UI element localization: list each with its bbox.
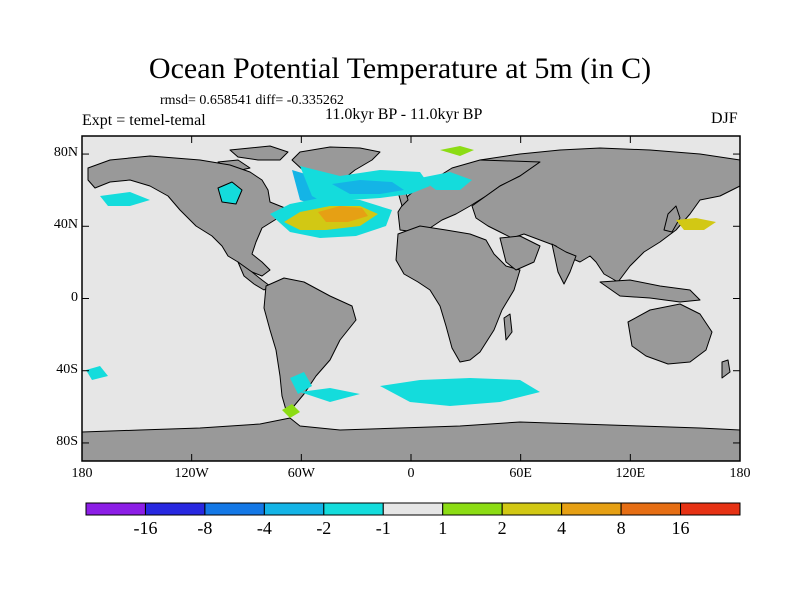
colorbar-label: -8 [197,518,213,538]
colorbar-swatch [442,502,503,516]
hudson-bay [217,181,243,205]
colorbar-swatch [382,502,444,516]
lat-label: 40N [53,217,78,233]
southern-ocean-cool-2 [300,388,360,402]
colorbar-swatch [85,502,146,516]
colorbar-swatch [204,502,265,516]
experiment-label: Expt = temel-temal [82,112,206,129]
colorbar-swatch [323,502,384,516]
lat-label: 0 [71,289,78,305]
lat-label: 80N [53,145,78,161]
new-zealand [721,359,731,379]
season-label: DJF [711,110,738,127]
southern-ocean-cool-anomaly [380,378,540,406]
colorbar-label: -2 [316,518,332,538]
japan [663,205,681,233]
arctic-cool-anomaly [420,172,472,190]
colorbar-label: 4 [557,518,567,538]
colorbar-label: -16 [133,518,158,538]
lon-label: 120E [615,466,646,481]
africa-landmass [395,225,521,363]
pacific-nw-cool-anomaly [100,192,150,206]
lon-label: 180 [729,466,751,481]
land-masses [81,145,741,462]
lat-label: 40S [56,361,78,377]
colorbar-label: 2 [497,518,507,538]
colorbar-swatch [263,502,325,516]
kuroshio-warm-anomaly [676,218,716,230]
madagascar [503,313,513,341]
statistics-text: rmsd= 0.658541 diff= -0.335262 [160,93,344,108]
period-label: 11.0kyr BP - 11.0kyr BP [325,106,483,123]
colorbar-label: 16 [671,518,690,538]
colorbar-label: 8 [616,518,626,538]
colorbar-swatch [620,502,682,516]
colorbar-label: -1 [375,518,391,538]
arctic-islands [229,145,289,161]
india-landmass [551,243,577,285]
maritime-continent [599,279,701,303]
colorbar [85,502,741,516]
anomaly-patches [86,146,716,418]
lon-label: 60W [287,466,315,481]
colorbar-swatch [144,502,206,516]
lon-label: 180 [71,466,93,481]
colorbar-label: 1 [438,518,448,538]
arabia-landmass [499,235,541,271]
australia-landmass [627,303,713,365]
axis-ticks [81,136,741,461]
asia-landmass [471,147,741,283]
patagonia-warm-anomaly [282,404,300,418]
patagonia-cool-anomaly [290,372,312,394]
colorbar-swatch [501,502,563,516]
south-pacific-cool-anomaly [86,366,108,380]
north-atlantic-cool-inner [332,180,404,194]
colorbar-swatch [680,502,741,516]
colorbar-swatch [561,502,622,516]
lon-label: 0 [407,466,415,481]
lon-label: 120W [174,466,209,481]
lat-label: 80S [56,433,78,449]
north-america-landmass [87,155,291,277]
colorbar-label: -4 [256,518,272,538]
map-title: Ocean Potential Temperature at 5m (in C) [148,52,652,85]
lon-label: 60E [509,466,532,481]
gulf-stream-warm-core [318,206,368,222]
nordic-sea-warm-anomaly [440,146,474,156]
